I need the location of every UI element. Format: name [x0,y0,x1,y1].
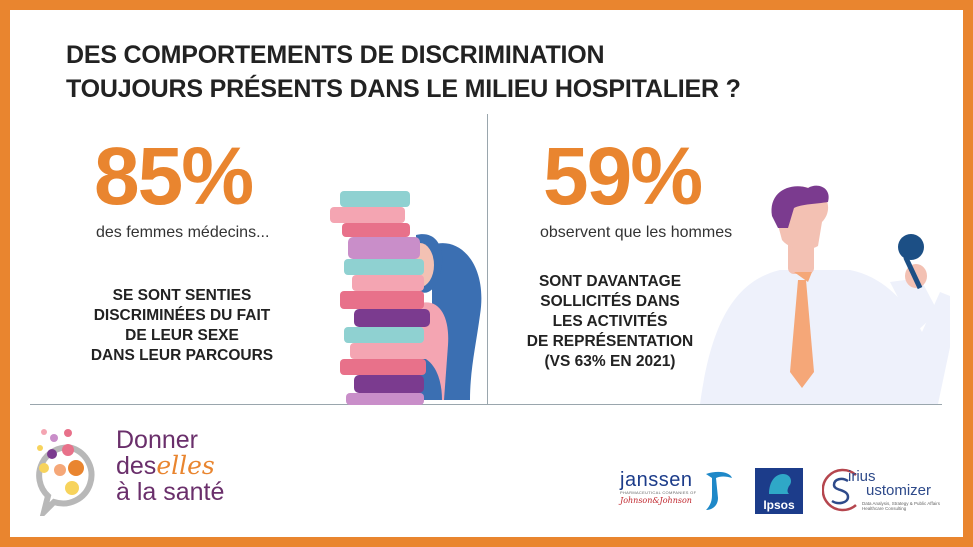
brand-line-2-des: des [116,452,157,480]
sirius-circle-icon [822,468,857,512]
right-desc-line-2: SOLLICITÉS DANS [540,293,680,310]
left-desc-line-4: DANS LEUR PARCOURS [90,347,274,364]
left-desc-line-1: SE SONT SENTIES [112,287,252,304]
sirius-tagline-2: Healthcare Consulting [862,506,907,511]
janssen-name: janssen [620,469,693,491]
title-line-2: TOUJOURS PRÉSENTS DANS LE MILIEU HOSPITA… [66,75,741,103]
left-stat-subtitle: des femmes médecins... [96,224,270,241]
woman-with-books-illustration [330,191,482,405]
horizontal-divider [30,404,942,405]
ipsos-label: Ipsos [763,498,795,512]
right-desc-line-5: (vs 63% EN 2021) [544,353,676,370]
right-stat-subtitle: observent que les hommes [540,224,733,241]
right-desc-line-1: SONT DAVANTAGE [538,273,682,290]
ipsos-head-icon [769,474,791,494]
man-with-microphone-illustration [700,185,950,404]
page-title: DES COMPORTEMENTS DE DISCRIMINATION TOUJ… [66,38,741,106]
donner-des-elles-logo-icon [36,429,95,516]
brand-line-3: à la santé [116,478,225,506]
right-desc-line-3: LES ACTIVITÉS [552,313,668,330]
right-desc-line-4: DE REPRÉSENTATION [526,333,694,350]
brand-line-2: deselles [116,451,224,480]
left-stat-value: 85% [94,131,254,222]
brand-line-2-elles: elles [156,451,215,480]
left-desc-line-3: DE LEUR SEXE [125,327,239,344]
sirius-word: irius [848,468,876,485]
brand-line-1: Donner [116,426,198,454]
janssen-tagline: PHARMACEUTICAL COMPANIES OF [620,490,697,495]
janssen-logo: janssen PHARMACEUTICAL COMPANIES OF John… [620,470,696,506]
right-stat-description: SONT DAVANTAGE SOLLICITÉS DANS LES ACTIV… [510,272,710,372]
right-stat-value: 59% [543,131,703,222]
left-desc-line-2: DISCRIMINÉES DU FAIT [93,307,271,324]
sirius-tagline-1: Data Analysis, Strategy & Public Affairs [862,501,940,506]
title-line-1: DES COMPORTEMENTS DE DISCRIMINATION [66,41,605,69]
janssen-swoosh-icon [706,471,732,510]
customizer-word: ustomizer [866,482,932,499]
janssen-parent: Johnson&Johnson [620,496,692,505]
brand-wordmark: Donner deselles à la santé [116,427,224,505]
vertical-divider [487,114,488,404]
ipsos-logo: Ipsos [755,468,803,514]
left-stat-description: SE SONT SENTIES DISCRIMINÉES DU FAIT DE … [74,286,290,366]
infographic-card: DES COMPORTEMENTS DE DISCRIMINATION TOUJ… [10,10,963,537]
